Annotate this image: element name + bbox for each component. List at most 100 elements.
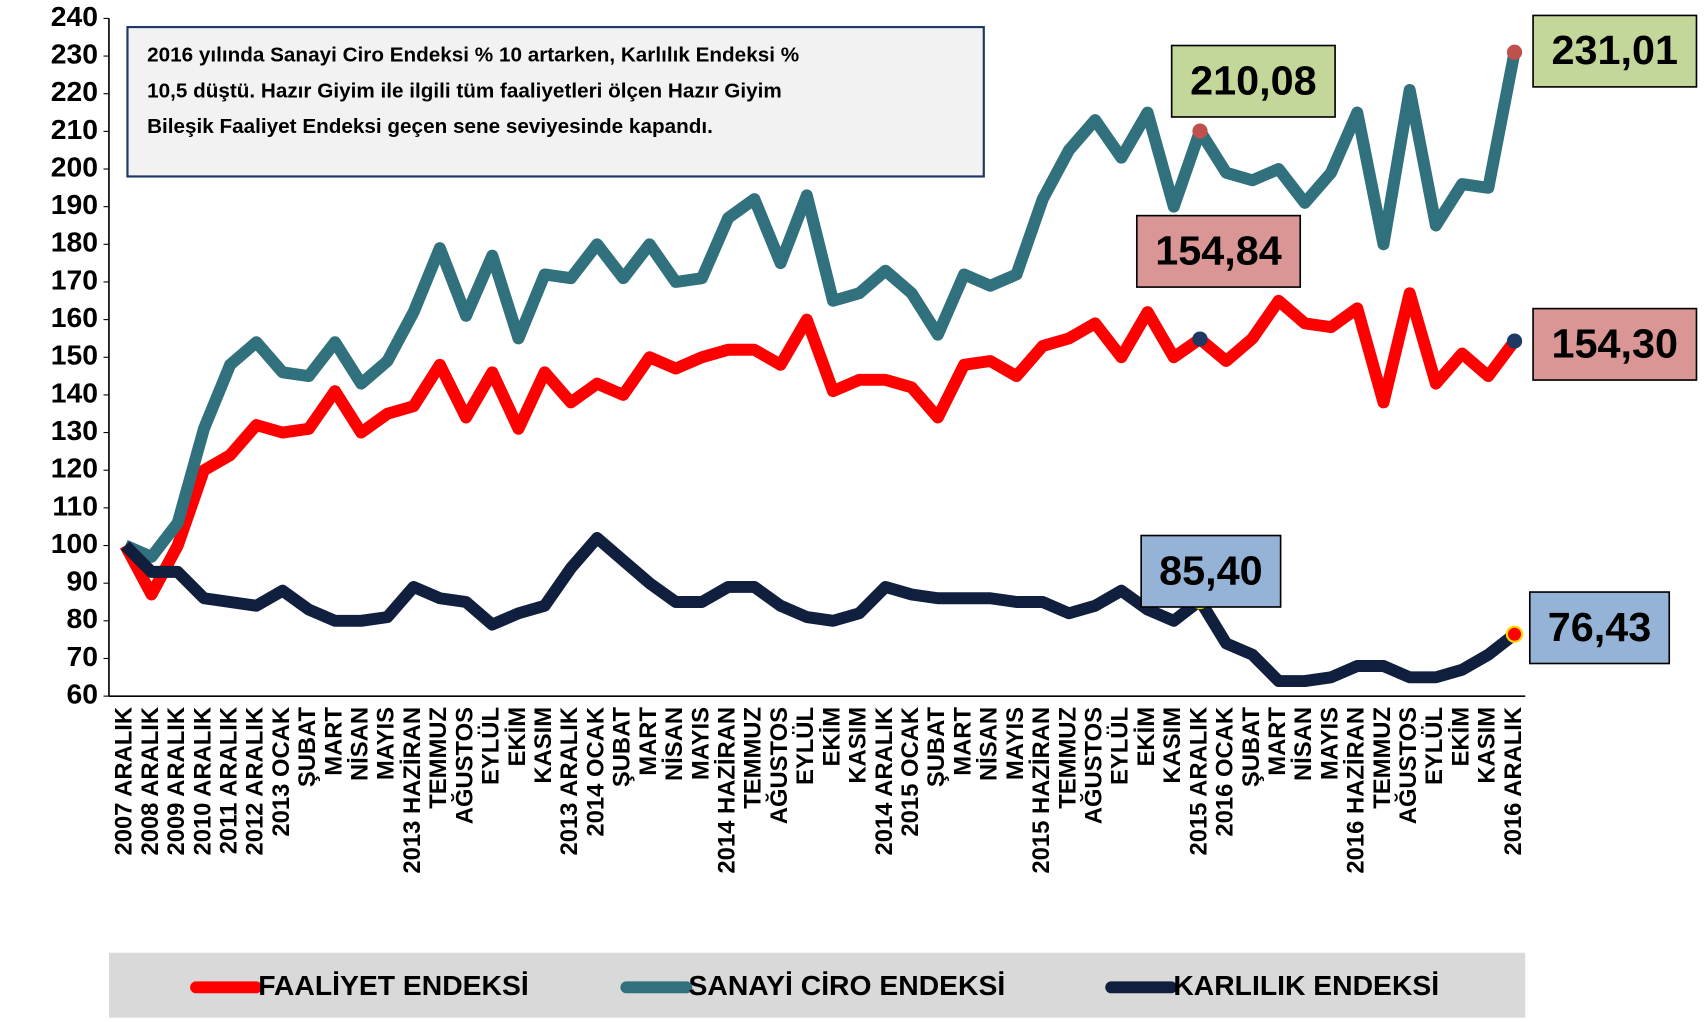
x-tick-label: EKİM <box>1447 707 1474 766</box>
y-tick-label: 130 <box>51 414 98 446</box>
x-tick-label: EKİM <box>504 707 531 766</box>
x-tick-label: NİSAN <box>346 707 373 781</box>
x-tick-label: 2014 OCAK <box>582 706 609 836</box>
x-tick-label: 2008 ARALIK <box>137 706 164 855</box>
x-tick-label: 2012 ARALIK <box>242 706 269 855</box>
x-tick-label: ŞUBAT <box>923 707 950 788</box>
x-tick-label: AĞUSTOS <box>1079 707 1107 824</box>
y-tick-label: 180 <box>51 226 98 258</box>
y-tick-label: 110 <box>52 489 98 521</box>
point-marker <box>1192 123 1208 139</box>
legend-box <box>108 952 1526 1018</box>
x-tick-label: AĞUSTOS <box>450 707 478 824</box>
x-tick-label: AĞUSTOS <box>1394 707 1422 824</box>
y-tick-label: 90 <box>67 565 98 597</box>
legend-label: FAALİYET ENDEKSİ <box>258 969 529 1001</box>
annotation-text: 10,5 düştü. Hazır Giyim ile ilgili tüm f… <box>147 80 782 103</box>
y-tick-label: 80 <box>67 602 98 634</box>
x-tick-label: EKİM <box>1133 707 1160 766</box>
x-tick-label: NİSAN <box>661 707 688 781</box>
x-tick-label: 2014 HAZİRAN <box>713 707 740 874</box>
point-marker <box>1192 331 1208 347</box>
x-tick-label: EYLÜL <box>1107 707 1134 785</box>
x-tick-label: ŞUBAT <box>609 707 636 788</box>
data-label: 85,40 <box>1159 547 1263 593</box>
x-tick-label: TEMMUZ <box>425 707 452 809</box>
x-tick-label: 2015 HAZİRAN <box>1028 707 1055 874</box>
x-tick-label: 2015 ARALIK <box>1185 706 1212 855</box>
x-tick-label: MART <box>635 707 662 776</box>
data-label: 210,08 <box>1190 57 1317 103</box>
x-tick-label: 2007 ARALIK <box>111 706 138 855</box>
annotation-box <box>126 25 985 178</box>
y-tick-label: 70 <box>67 640 98 672</box>
x-tick-label: 2013 OCAK <box>268 706 295 836</box>
y-tick-label: 170 <box>51 263 98 295</box>
x-tick-label: 2014 ARALIK <box>871 706 898 855</box>
x-tick-label: MAYIS <box>687 707 714 780</box>
y-tick-label: 160 <box>51 301 98 333</box>
data-label-box <box>1135 214 1302 288</box>
x-tick-label: 2015 OCAK <box>897 706 924 836</box>
series-line <box>121 532 1519 688</box>
legend-label: SANAYİ CİRO ENDEKSİ <box>689 969 1006 1001</box>
x-tick-label: 2013 HAZİRAN <box>399 707 426 874</box>
x-tick-label: KASIM <box>1159 707 1186 784</box>
x-tick-label: MART <box>949 707 976 776</box>
y-tick-label: 100 <box>51 527 98 559</box>
data-label: 231,01 <box>1551 27 1678 73</box>
point-marker <box>1505 625 1524 643</box>
x-tick-label: 2009 ARALIK <box>163 706 190 855</box>
y-tick-label: 200 <box>51 151 98 183</box>
y-tick-label: 220 <box>51 75 98 107</box>
x-tick-label: MAYIS <box>1316 707 1343 780</box>
x-tick-label: 2013 ARALIK <box>556 706 583 855</box>
y-tick-label: 240 <box>51 0 98 32</box>
x-tick-label: TEMMUZ <box>740 707 767 809</box>
x-tick-label: NİSAN <box>1290 707 1317 781</box>
x-tick-label: TEMMUZ <box>1054 707 1081 809</box>
data-label-box <box>1532 14 1698 88</box>
x-tick-label: NİSAN <box>976 707 1003 781</box>
x-tick-label: AĞUSTOS <box>765 707 793 824</box>
data-label-box <box>1528 591 1671 665</box>
x-tick-label: MAYIS <box>373 707 400 780</box>
x-tick-label: KASIM <box>1474 707 1501 784</box>
data-label-box <box>1140 534 1282 608</box>
x-tick-label: EYLÜL <box>792 707 819 785</box>
series-line <box>119 287 1520 601</box>
annotation-text: 2016 yılında Sanayi Ciro Endeksi % 10 ar… <box>147 44 799 67</box>
x-tick-label: 2011 ARALIK <box>215 706 242 854</box>
data-label: 76,43 <box>1548 604 1652 650</box>
x-tick-label: KASIM <box>844 707 871 784</box>
y-tick-label: 60 <box>67 678 98 710</box>
x-tick-label: EYLÜL <box>1421 707 1448 785</box>
y-tick-label: 150 <box>51 339 98 371</box>
y-tick-label: 230 <box>51 38 98 70</box>
point-marker <box>1506 333 1523 349</box>
x-tick-label: MART <box>1264 707 1291 776</box>
annotation-text: Bileşik Faaliyet Endeksi geçen sene sevi… <box>147 115 713 138</box>
x-tick-label: EKİM <box>818 707 845 766</box>
x-tick-label: 2016 HAZİRAN <box>1343 707 1370 874</box>
x-tick-label: ŞUBAT <box>1238 707 1265 788</box>
x-tick-label: 2016 ARALIK <box>1500 706 1527 855</box>
x-tick-label: MAYIS <box>1002 707 1029 780</box>
x-tick-label: MART <box>320 707 347 776</box>
x-tick-label: ŞUBAT <box>294 707 321 788</box>
x-tick-label: 2010 ARALIK <box>189 706 216 855</box>
x-tick-label: TEMMUZ <box>1369 707 1396 809</box>
data-label: 154,30 <box>1551 320 1678 366</box>
y-tick-label: 120 <box>51 452 98 484</box>
series-line <box>122 51 1521 563</box>
y-tick-label: 140 <box>51 376 98 408</box>
x-tick-label: 2016 OCAK <box>1211 706 1238 836</box>
data-label: 154,84 <box>1155 228 1282 274</box>
y-tick-label: 210 <box>51 113 98 145</box>
data-label-box <box>1532 307 1698 381</box>
point-marker <box>1506 44 1523 60</box>
x-tick-label: EYLÜL <box>478 707 505 785</box>
legend-label: KARLILIK ENDEKSİ <box>1173 969 1439 1001</box>
data-label-box <box>1170 44 1336 118</box>
